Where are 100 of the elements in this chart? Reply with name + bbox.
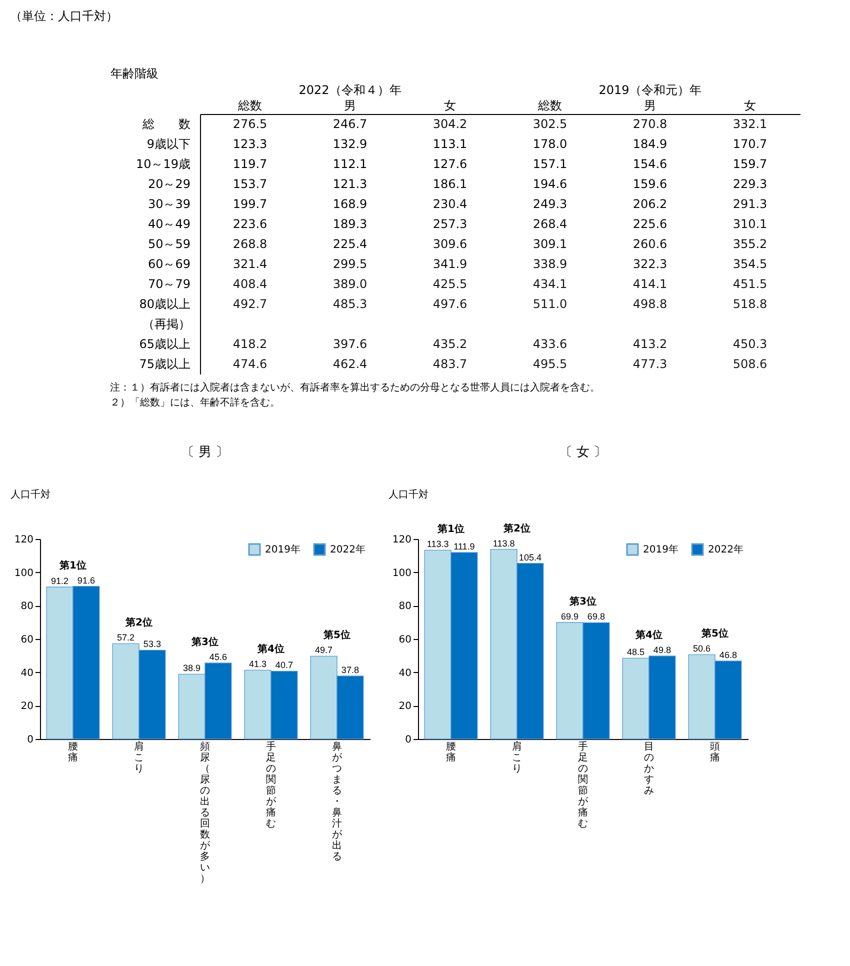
data-label: 48.5 xyxy=(627,647,645,658)
data-label: 508.6 xyxy=(732,357,768,371)
text: ２）「総数」には、年齢不詳を含む。 xyxy=(110,396,280,408)
y-tick-label: 9歳以下 xyxy=(146,137,190,151)
data-label: 194.6 xyxy=(532,177,568,191)
y-tick-label: 75歳以上 xyxy=(139,357,190,371)
data-label: 518.8 xyxy=(732,297,768,311)
y-tick-label: 40 xyxy=(20,668,34,679)
text: 2022（令和４）年 xyxy=(298,83,402,97)
data-label: 257.3 xyxy=(432,217,468,231)
y-tick-label: 総 数 xyxy=(142,117,190,131)
y-tick-label: 80 xyxy=(20,601,34,612)
data-label: 69.9 xyxy=(561,612,579,622)
data-label: 113.3 xyxy=(426,539,449,550)
data-label: 53.3 xyxy=(143,639,161,650)
data-label: 186.1 xyxy=(432,177,468,191)
data-label: 414.1 xyxy=(632,277,668,291)
data-label: 302.5 xyxy=(532,117,568,131)
y-tick-label: 80歳以上 xyxy=(139,297,190,311)
data-label: 276.5 xyxy=(232,117,268,131)
x-tick-label: 男 xyxy=(644,98,656,112)
data-label: 111.9 xyxy=(454,542,475,552)
y-tick-label: 40～49 xyxy=(148,217,190,231)
legend-label: 2019年 xyxy=(265,544,300,556)
y-axis-title: 年齢階級 xyxy=(110,66,158,80)
annotation: 第1位 xyxy=(58,559,86,572)
data-label: 485.3 xyxy=(332,297,368,311)
x-tick-label: 肩こり xyxy=(134,740,144,774)
y-tick-label: 0 xyxy=(405,734,412,746)
x-tick-label: 男 xyxy=(344,98,356,112)
data-label: 170.7 xyxy=(732,137,768,151)
x-tick-label: 総数 xyxy=(237,98,262,112)
data-label: 57.2 xyxy=(117,632,135,643)
x-tick-label: 頭痛 xyxy=(710,742,720,764)
data-label: 434.1 xyxy=(532,277,568,291)
x-tick-label: 腰痛 xyxy=(446,742,456,764)
data-label: 230.4 xyxy=(432,197,468,211)
data-label: 418.2 xyxy=(232,337,268,351)
data-label: 268.4 xyxy=(532,217,568,231)
data-label: 249.3 xyxy=(532,197,568,211)
data-label: 112.1 xyxy=(332,157,368,171)
data-label: 462.4 xyxy=(332,357,368,371)
data-label: 341.9 xyxy=(432,257,468,271)
y-tick-label: （再掲） xyxy=(142,317,190,331)
y-tick-label: 20～29 xyxy=(148,177,190,191)
annotation: 第4位 xyxy=(634,629,662,641)
chart-title: 〔 男 〕 xyxy=(181,445,229,460)
text: （単位：人口千対） xyxy=(10,9,118,23)
data-label: 229.3 xyxy=(732,177,768,191)
y-tick-label: 70～79 xyxy=(148,277,190,291)
data-label: 435.2 xyxy=(432,337,468,351)
data-label: 451.5 xyxy=(732,277,768,291)
y-tick-label: 120 xyxy=(14,534,34,546)
data-label: 498.8 xyxy=(632,297,668,311)
data-label: 433.6 xyxy=(532,337,568,351)
data-label: 132.9 xyxy=(332,137,368,151)
legend-label: 2022年 xyxy=(708,544,744,556)
data-label: 270.8 xyxy=(632,117,668,131)
data-label: 291.3 xyxy=(732,197,768,211)
data-label: 483.7 xyxy=(432,357,468,371)
data-label: 332.1 xyxy=(732,117,768,131)
data-label: 497.6 xyxy=(432,297,468,311)
data-label: 40.7 xyxy=(275,660,293,670)
data-label: 69.8 xyxy=(587,612,605,622)
y-tick-label: 100 xyxy=(392,568,412,579)
data-label: 41.3 xyxy=(249,659,267,670)
text: 注：１）有訴者には入院者は含まないが、有訴者率を算出するための分母となる世帯人員には入院者を含む。 xyxy=(110,382,600,394)
data-label: 199.7 xyxy=(232,197,268,211)
annotation: 第3位 xyxy=(190,636,218,648)
data-label: 309.1 xyxy=(532,237,568,251)
data-label: 113.1 xyxy=(432,137,468,151)
y-tick-label: 120 xyxy=(392,534,412,546)
category-label: 頻尿（尿の出る回数が多い） xyxy=(200,742,210,884)
data-label: 154.6 xyxy=(632,157,668,171)
data-label: 113.8 xyxy=(492,538,515,548)
legend-label: 2022年 xyxy=(330,544,366,556)
data-label: 159.7 xyxy=(732,157,768,171)
data-label: 123.3 xyxy=(232,137,268,151)
data-label: 413.2 xyxy=(632,337,668,351)
data-label: 46.8 xyxy=(719,650,737,660)
annotation: 第2位 xyxy=(124,616,152,629)
annotation: 第5位 xyxy=(322,629,350,642)
data-label: 159.6 xyxy=(632,177,668,191)
data-label: 355.2 xyxy=(732,237,768,251)
x-tick-label: 目のかすみ xyxy=(644,742,654,796)
chart-title: 〔 女 〕 xyxy=(559,445,607,460)
data-label: 477.3 xyxy=(632,357,668,371)
data-label: 121.3 xyxy=(332,177,368,191)
y-tick-label: 60 xyxy=(398,634,412,646)
y-tick-label: 100 xyxy=(14,568,34,579)
y-tick-label: 50～59 xyxy=(148,237,190,251)
x-tick-label: 肩こり xyxy=(512,740,522,774)
data-label: 425.5 xyxy=(432,277,468,291)
data-label: 511.0 xyxy=(532,297,568,311)
data-label: 299.5 xyxy=(332,257,368,271)
x-tick-label: 腰痛 xyxy=(68,742,78,764)
text: 第1位 xyxy=(436,523,464,536)
data-label: 49.7 xyxy=(315,645,333,656)
data-label: 309.6 xyxy=(432,237,468,251)
y-axis-title: 人口千対 xyxy=(10,488,50,500)
